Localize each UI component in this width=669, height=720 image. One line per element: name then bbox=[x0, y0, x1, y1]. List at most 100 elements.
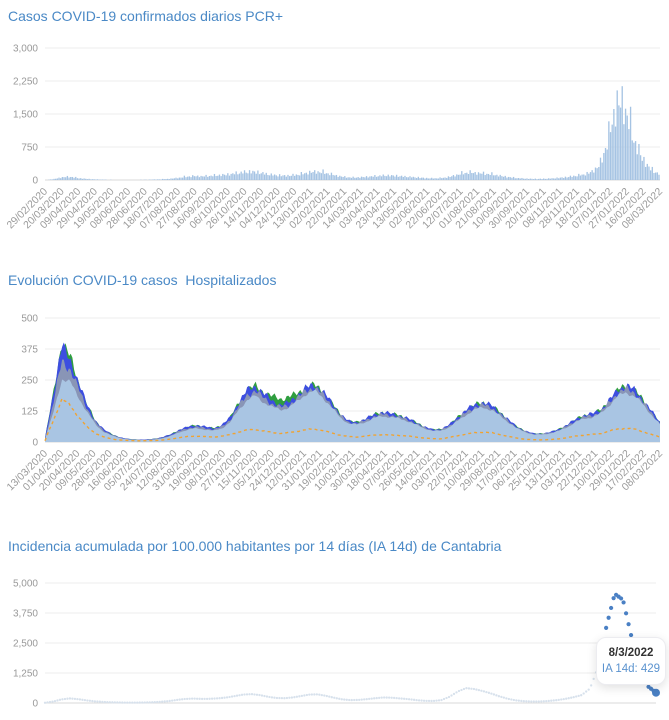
data-point bbox=[355, 698, 358, 702]
data-point bbox=[353, 698, 356, 702]
data-point bbox=[432, 699, 436, 703]
data-point bbox=[345, 698, 348, 701]
data-point bbox=[410, 698, 413, 701]
data-point bbox=[455, 691, 458, 694]
data-point bbox=[255, 693, 259, 696]
tooltip-date: 8/3/2022 bbox=[608, 647, 654, 659]
data-point bbox=[577, 694, 580, 698]
data-point bbox=[123, 701, 126, 704]
data-point bbox=[78, 698, 82, 701]
chart-incidence: Incidencia acumulada por 100.000 habitan… bbox=[0, 530, 669, 720]
y-tick-label: 1,250 bbox=[13, 669, 38, 680]
data-point bbox=[360, 698, 363, 701]
data-point bbox=[407, 698, 411, 701]
data-point bbox=[606, 615, 611, 620]
data-point bbox=[363, 698, 366, 701]
data-point bbox=[200, 697, 204, 701]
data-point bbox=[250, 693, 254, 696]
data-point bbox=[467, 687, 471, 690]
data-point bbox=[248, 693, 251, 696]
data-point bbox=[43, 701, 47, 704]
hospitalized-plot[interactable]: 012525037550013/03/202001/04/202020/04/2… bbox=[0, 297, 669, 527]
data-point bbox=[158, 700, 161, 704]
data-point bbox=[532, 700, 535, 703]
data-point bbox=[295, 695, 299, 698]
data-point bbox=[495, 694, 498, 697]
data-point bbox=[618, 596, 624, 601]
data-point bbox=[390, 696, 393, 699]
data-point bbox=[535, 700, 538, 703]
data-point bbox=[51, 700, 54, 703]
data-point bbox=[258, 693, 261, 697]
data-point bbox=[537, 700, 540, 703]
y-tick-label: 0 bbox=[32, 176, 38, 187]
data-point bbox=[323, 694, 326, 697]
data-point bbox=[208, 697, 211, 700]
data-point bbox=[611, 596, 616, 601]
data-point bbox=[195, 697, 199, 700]
data-point bbox=[71, 697, 74, 700]
data-point bbox=[430, 699, 433, 703]
daily-cases-plot[interactable]: 07501,5002,2503,00029/02/202020/03/20200… bbox=[0, 32, 669, 262]
data-point bbox=[452, 692, 456, 696]
data-point bbox=[166, 700, 169, 703]
data-point bbox=[402, 697, 406, 700]
data-point bbox=[178, 698, 181, 701]
data-point bbox=[138, 701, 141, 704]
data-point bbox=[343, 698, 346, 701]
data-point bbox=[156, 700, 159, 704]
data-point bbox=[590, 684, 593, 687]
incidence-tooltip: 8/3/2022 IA 14d: 429 bbox=[596, 637, 666, 685]
data-point bbox=[582, 692, 585, 695]
data-point bbox=[585, 690, 588, 693]
data-point bbox=[555, 699, 558, 702]
data-point bbox=[400, 697, 403, 700]
data-point bbox=[73, 697, 77, 701]
data-point bbox=[348, 698, 351, 702]
data-point bbox=[370, 697, 373, 700]
data-point bbox=[46, 701, 49, 704]
data-point bbox=[76, 697, 79, 701]
data-point bbox=[427, 699, 431, 703]
data-point bbox=[587, 688, 590, 691]
y-tick-label: 1,500 bbox=[13, 110, 38, 121]
data-point bbox=[253, 693, 256, 696]
data-point bbox=[230, 695, 234, 698]
data-point bbox=[293, 696, 296, 699]
data-point bbox=[223, 696, 226, 699]
data-point bbox=[245, 693, 249, 696]
y-tick-label: 125 bbox=[21, 407, 38, 418]
data-point bbox=[412, 698, 416, 701]
data-point bbox=[335, 697, 338, 700]
data-point bbox=[482, 690, 486, 693]
data-point bbox=[233, 694, 236, 698]
data-point bbox=[512, 698, 515, 702]
data-point bbox=[545, 699, 548, 703]
data-point bbox=[592, 677, 595, 681]
data-point bbox=[96, 700, 99, 703]
data-point bbox=[176, 698, 179, 702]
data-point bbox=[623, 611, 629, 616]
data-point bbox=[300, 694, 304, 698]
data-point bbox=[265, 695, 269, 698]
data-point bbox=[550, 699, 553, 702]
data-point bbox=[580, 694, 583, 697]
data-point bbox=[193, 697, 196, 700]
data-point bbox=[422, 699, 426, 702]
data-point bbox=[173, 699, 176, 702]
y-tick-label: 0 bbox=[32, 699, 38, 710]
data-point bbox=[527, 700, 530, 703]
chart-title-incidence: Incidencia acumulada por 100.000 habitan… bbox=[8, 538, 502, 554]
data-point bbox=[143, 701, 146, 704]
data-point bbox=[315, 693, 318, 696]
data-point bbox=[515, 699, 518, 702]
data-point bbox=[460, 688, 463, 692]
data-point bbox=[310, 693, 313, 696]
data-point bbox=[420, 699, 423, 702]
data-point bbox=[510, 698, 513, 701]
data-point bbox=[368, 697, 371, 701]
data-point bbox=[313, 693, 316, 696]
data-point bbox=[288, 696, 291, 699]
data-point bbox=[148, 701, 151, 704]
incidence-plot[interactable]: 0 1,250 2,500 3,750 5,000 bbox=[0, 558, 669, 720]
